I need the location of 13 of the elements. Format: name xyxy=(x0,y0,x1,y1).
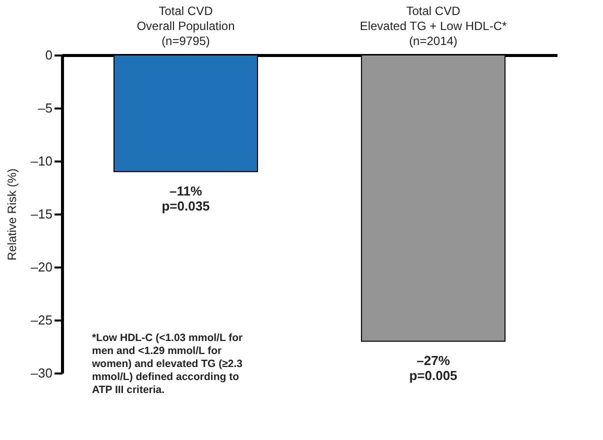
y-axis-title: Relative Risk (%) xyxy=(4,168,19,261)
y-tick-label: –15 xyxy=(30,206,52,222)
x-tick-label: Total CVD Overall Population (n=9795) xyxy=(136,4,235,48)
y-tick-label: –5 xyxy=(38,100,52,116)
annotation: *Low HDL-C (<1.03 mmol/L for men and <1.29 mmol/L for women) and elevated TG (≥2.3 mmol/L) defined according to ATP III criteria. xyxy=(91,332,243,396)
y-tick-label: –25 xyxy=(30,312,52,328)
data-label: –11% p=0.035 xyxy=(162,184,210,214)
y-tick-label: –30 xyxy=(30,366,52,380)
y-tick-label: –20 xyxy=(30,260,52,274)
x-tick-label: Total CVD Elevated TG + Low HDL-C* (n=2014) xyxy=(360,4,507,48)
data-label: –27% p=0.005 xyxy=(409,353,458,384)
y-tick-label: –10 xyxy=(30,154,52,168)
y-tick-label: 0 xyxy=(45,48,52,62)
